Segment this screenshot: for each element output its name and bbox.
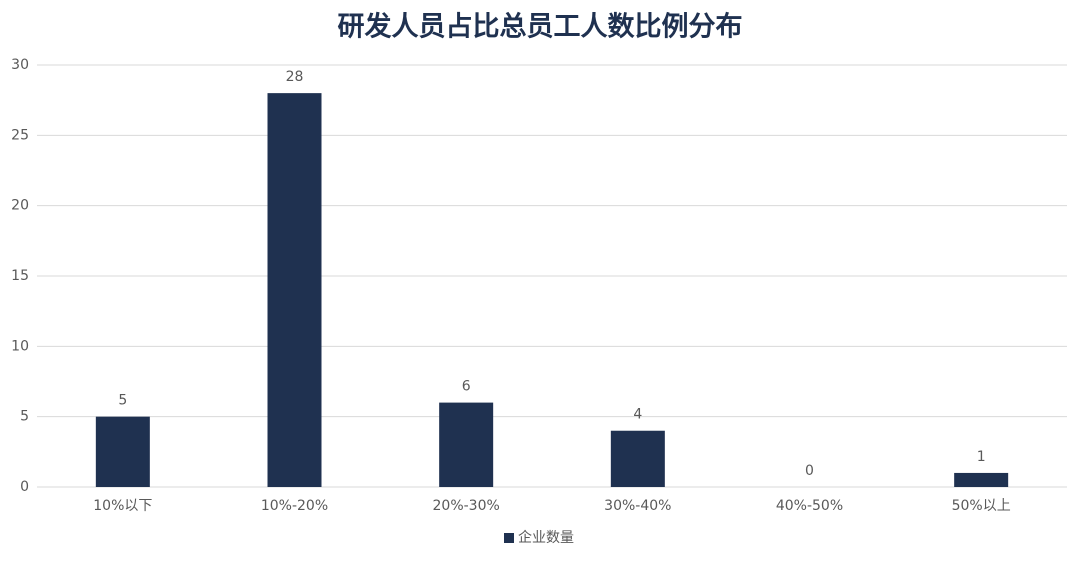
x-tick-label: 40%-50%: [776, 498, 843, 514]
x-tick-label: 10%以下: [93, 498, 152, 514]
y-tick-label: 20: [11, 198, 29, 214]
y-tick-label: 0: [20, 479, 29, 495]
x-tick-label: 30%-40%: [604, 498, 671, 514]
bar: [267, 93, 322, 487]
data-label: 5: [118, 393, 127, 409]
bar: [954, 472, 1009, 487]
data-label: 1: [977, 449, 986, 465]
bar: [610, 430, 665, 487]
y-tick-label: 15: [11, 268, 29, 284]
y-tick-label: 30: [11, 57, 29, 73]
bar: [95, 416, 150, 487]
y-tick-label: 5: [20, 409, 29, 425]
x-tick-label: 50%以上: [952, 498, 1011, 514]
x-tick-label: 10%-20%: [261, 498, 328, 514]
y-tick-label: 10: [11, 338, 29, 354]
data-label: 6: [462, 379, 471, 395]
legend-label: 企业数量: [518, 529, 574, 546]
data-label: 4: [633, 407, 642, 423]
chart-title: 研发人员占比总员工人数比例分布: [338, 11, 743, 43]
y-tick-label: 25: [11, 127, 29, 143]
x-tick-label: 20%-30%: [433, 498, 500, 514]
legend-swatch: [504, 533, 514, 543]
bar: [439, 402, 494, 487]
data-label: 0: [805, 463, 814, 479]
data-label: 28: [286, 69, 304, 85]
